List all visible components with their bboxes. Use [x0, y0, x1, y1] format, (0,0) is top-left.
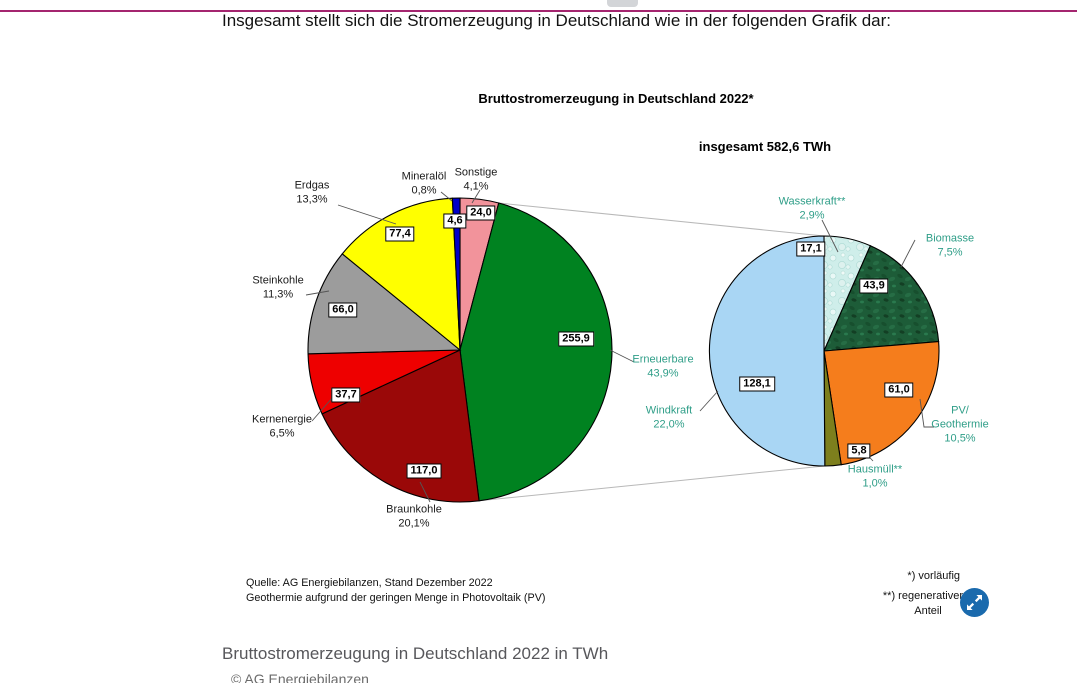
label-leader-line [471, 189, 481, 204]
label-leader-line [440, 191, 453, 202]
slice-label-pv-geothermie: PV/ Geothermie 10,5% [931, 404, 989, 444]
slice-label-mineralol: Mineralöl 0,8% [401, 170, 447, 196]
label-leader-line [419, 481, 431, 503]
slice-value-biomasse: 43,9 [859, 278, 889, 294]
pie-slice-erdgas [341, 197, 461, 352]
pie-slice-mineralol [451, 197, 461, 351]
renewables-pie [708, 235, 940, 467]
label-leader-line [609, 349, 635, 363]
slice-value-erneuerbare: 255,9 [558, 331, 594, 347]
slice-label-steinkohle: Steinkohle 11,3% [252, 274, 304, 300]
label-leader-line [337, 204, 397, 225]
slice-label-sonstige: Sonstige 4,1% [454, 166, 498, 192]
pie-slice-biomasse [823, 245, 940, 352]
slice-value-kernenergie: 37,7 [331, 387, 361, 403]
slice-label-erneuerbare: Erneuerbare 43,9% [632, 353, 694, 379]
expand-button[interactable] [960, 588, 989, 617]
slice-label-biomasse: Biomasse 7,5% [925, 232, 975, 258]
footnote-regenerative-line2: Anteil [914, 605, 942, 617]
label-leader-line [821, 219, 839, 253]
connector-line [479, 465, 825, 502]
slice-value-pv-geothermie: 61,0 [884, 382, 914, 398]
label-leader-line [699, 390, 719, 412]
label-leader-line [900, 239, 916, 268]
main-pie [307, 197, 613, 503]
chart-total-label: insgesamt 582,6 TWh [698, 139, 832, 154]
slice-value-wasserkraft: 17,1 [796, 241, 826, 257]
chart-title: Bruttostromerzeugung in Deutschland 2022… [478, 91, 754, 106]
slice-label-erdgas: Erdgas 13,3% [294, 179, 330, 205]
copyright-text: © AG Energiebilanzen [231, 671, 369, 683]
slice-value-erdgas: 77,4 [385, 226, 415, 242]
slice-label-hausmull: Hausmüll** 1,0% [847, 463, 903, 489]
pie-slice-pv-geothermie [823, 340, 940, 466]
slice-value-mineralol: 4,6 [443, 213, 467, 229]
slice-value-steinkohle: 66,0 [328, 302, 358, 318]
slice-value-sonstige: 24,0 [466, 205, 496, 221]
slice-label-wasserkraft: Wasserkraft** 2,9% [778, 195, 846, 221]
pie-slice-erneuerbare [459, 202, 613, 502]
pie-connector-lines [479, 202, 825, 502]
slice-label-kernenergie: Kernenergie 6,5% [252, 413, 312, 439]
slice-label-windkraft: Windkraft 22,0% [645, 404, 693, 430]
label-leader-line [311, 396, 334, 422]
figure-caption: Bruttostromerzeugung in Deutschland 2022… [222, 644, 609, 663]
slice-value-hausmull: 5,8 [847, 443, 871, 459]
intro-text: Insgesamt stellt sich die Stromerzeugung… [222, 11, 892, 30]
label-leader-line [305, 290, 330, 296]
source-line-2: Geothermie aufgrund der geringen Menge i… [246, 592, 546, 604]
footnote-regenerative: **) regenerativer [882, 590, 963, 602]
slice-label-braunkohle: Braunkohle 20,1% [386, 503, 442, 529]
slice-value-windkraft: 128,1 [739, 376, 775, 392]
footnote-preliminary: *) vorläufig [907, 570, 960, 582]
pie-slice-windkraft [708, 235, 826, 467]
connector-line [498, 202, 825, 237]
pie-slice-steinkohle [307, 253, 462, 355]
top-divider-line [0, 10, 1077, 12]
source-line-1: Quelle: AG Energiebilanzen, Stand Dezemb… [246, 577, 493, 589]
label-leader-line [919, 398, 934, 428]
slice-value-braunkohle: 117,0 [406, 463, 442, 479]
expand-icon [960, 588, 989, 617]
scrollbar-thumb[interactable] [607, 0, 638, 7]
